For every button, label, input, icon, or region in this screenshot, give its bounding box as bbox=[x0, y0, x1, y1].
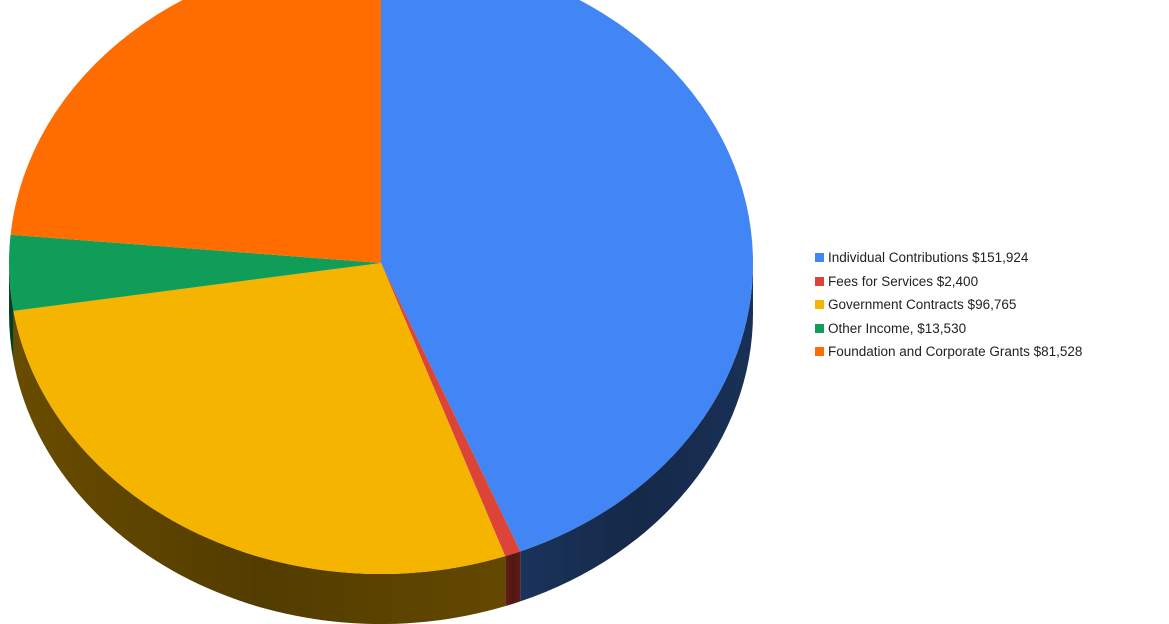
pie-chart bbox=[9, 0, 753, 624]
pie-slice bbox=[10, 0, 381, 263]
legend-swatch bbox=[815, 276, 824, 286]
legend-item: Fees for Services $2,400 bbox=[815, 270, 1082, 294]
pie-side-wall bbox=[9, 263, 14, 361]
legend-item: Government Contracts $96,765 bbox=[815, 293, 1082, 317]
pie-sides bbox=[9, 263, 753, 624]
legend-label: Individual Contributions $151,924 bbox=[828, 250, 1029, 266]
legend-swatch bbox=[815, 253, 824, 263]
legend-swatch bbox=[815, 347, 824, 357]
legend-swatch bbox=[815, 300, 824, 310]
pie-side-shade bbox=[520, 263, 753, 602]
pie-side-shade bbox=[13, 310, 506, 624]
pie-side-wall bbox=[505, 551, 521, 607]
pie-slice bbox=[9, 234, 381, 311]
legend-item: Foundation and Corporate Grants $81,528 bbox=[815, 340, 1082, 364]
legend-label: Other Income, $13,530 bbox=[828, 320, 967, 336]
legend-label: Foundation and Corporate Grants $81,528 bbox=[828, 344, 1083, 360]
legend-swatch bbox=[815, 323, 824, 333]
pie-side-shade bbox=[9, 263, 14, 361]
pie-slice bbox=[13, 263, 506, 574]
pie-side-wall bbox=[13, 310, 506, 624]
pie-slice bbox=[381, 263, 521, 557]
pie-side-shade bbox=[505, 551, 521, 607]
pie-tops bbox=[9, 0, 753, 574]
legend-item: Individual Contributions $151,924 bbox=[815, 246, 1082, 270]
legend-item: Other Income, $13,530 bbox=[815, 317, 1082, 341]
pie-slice bbox=[381, 0, 753, 552]
legend-label: Government Contracts $96,765 bbox=[828, 297, 1017, 313]
legend: Individual Contributions $151,924 Fees f… bbox=[815, 246, 1082, 364]
pie-side-wall bbox=[520, 263, 753, 602]
legend-label: Fees for Services $2,400 bbox=[828, 273, 979, 289]
